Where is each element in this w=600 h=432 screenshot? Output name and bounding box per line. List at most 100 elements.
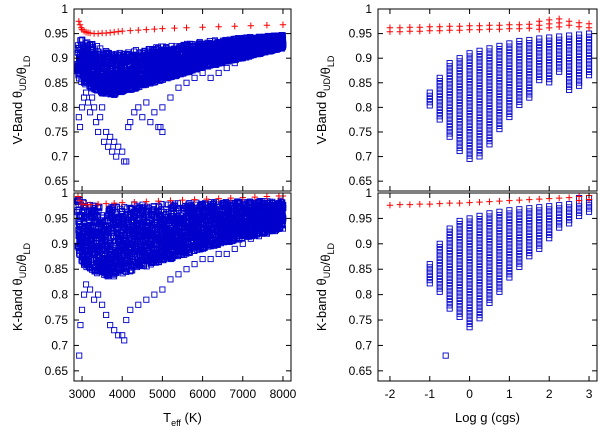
dwarf-marker: [506, 72, 513, 79]
dwarf-marker: [496, 94, 503, 101]
dwarf-marker: [436, 110, 443, 117]
dwarf-marker: [486, 134, 493, 142]
dwarf-marker: [506, 101, 513, 108]
dwarf-marker: [506, 97, 513, 105]
dwarf-marker: [436, 103, 443, 110]
dwarf-marker: [576, 63, 583, 70]
dwarf-marker: [546, 47, 553, 54]
dwarf-marker: [466, 104, 473, 111]
dwarf-marker: [476, 108, 483, 115]
dwarf-marker: [436, 90, 443, 97]
dwarf-marker: [456, 125, 463, 132]
dwarf-marker: [556, 33, 563, 40]
dwarf-marker: [476, 102, 483, 109]
dwarf-marker: [536, 57, 543, 64]
dwarf-marker: [546, 53, 553, 60]
dwarf-marker: [546, 34, 553, 41]
dwarf-marker: [526, 40, 533, 47]
giant-marker: [565, 22, 573, 29]
dwarf-marker: [546, 72, 553, 79]
series-dwarfs: [74, 31, 287, 165]
dwarf-marker: [456, 141, 463, 148]
dwarf-marker: [506, 43, 513, 50]
dwarf-marker: [95, 208, 102, 215]
giant-marker: [75, 18, 83, 25]
plot-area: [74, 18, 287, 165]
dwarf-marker: [585, 46, 593, 53]
giant-marker: [496, 26, 503, 33]
dwarf-marker: [466, 111, 473, 118]
dwarf-marker: [466, 88, 473, 95]
dwarf-marker: [476, 143, 483, 150]
dwarf-marker: [476, 79, 483, 86]
dwarf-marker: [97, 114, 104, 121]
dwarf-marker: [585, 56, 593, 63]
y-tick-label: 0.8: [355, 100, 372, 114]
dwarf-marker: [546, 50, 553, 57]
dwarf-marker: [446, 114, 453, 121]
dwarf-marker: [556, 36, 563, 43]
dwarf-marker: [566, 74, 573, 81]
dwarf-marker: [496, 42, 503, 49]
dwarf-marker: [496, 55, 503, 62]
dwarf-marker: [466, 114, 473, 121]
dwarf-marker: [566, 83, 573, 90]
dwarf-marker: [446, 88, 453, 95]
dwarf-marker: [516, 41, 523, 48]
dwarf-marker: [87, 109, 94, 116]
dwarf-marker: [585, 65, 593, 72]
dwarf-marker: [466, 53, 473, 60]
dwarf-marker: [566, 67, 573, 74]
dwarf-marker: [456, 112, 463, 119]
dwarf-marker: [476, 130, 483, 138]
dwarf-marker: [516, 73, 523, 80]
giant-marker: [526, 25, 533, 32]
dwarf-marker: [436, 78, 443, 85]
dwarf-marker: [576, 47, 583, 54]
dwarf-marker: [496, 97, 503, 104]
dwarf-marker: [436, 87, 443, 94]
dwarf-marker: [506, 94, 513, 101]
dwarf-marker: [159, 104, 166, 111]
giant-marker: [506, 25, 513, 32]
dwarf-marker: [496, 122, 503, 129]
dwarf-marker: [199, 69, 206, 76]
dwarf-marker: [456, 119, 463, 126]
dwarf-marker: [486, 115, 493, 122]
dwarf-marker: [127, 119, 134, 126]
dwarf-marker: [466, 69, 473, 76]
dwarf-marker: [486, 93, 493, 100]
dwarf-marker: [109, 148, 116, 155]
dwarf-marker: [476, 105, 483, 112]
dwarf-marker: [566, 38, 573, 46]
dwarf-marker: [101, 138, 108, 145]
dwarf-marker: [526, 43, 533, 50]
dwarf-marker: [446, 66, 453, 73]
y-axis-label: V-Band θUD/θLD: [10, 55, 32, 144]
dwarf-marker: [456, 106, 463, 113]
dwarf-marker: [536, 41, 543, 48]
giant-marker: [159, 25, 166, 32]
dwarf-marker: [446, 85, 453, 92]
dwarf-marker: [105, 143, 112, 150]
dwarf-marker: [456, 103, 463, 110]
dwarf-marker: [85, 99, 92, 106]
dwarf-marker: [516, 37, 523, 45]
dwarf-marker: [456, 147, 463, 155]
dwarf-marker: [103, 128, 110, 136]
dwarf-marker: [496, 106, 503, 113]
dwarf-marker: [139, 114, 146, 121]
dwarf-marker: [446, 63, 453, 70]
dwarf-marker: [456, 74, 463, 81]
dwarf-marker: [456, 80, 463, 87]
dwarf-marker: [496, 100, 503, 107]
dwarf-marker: [486, 58, 493, 65]
dwarf-marker: [556, 43, 563, 50]
dwarf-marker: [97, 45, 104, 52]
dwarf-marker: [506, 78, 513, 85]
dwarf-marker: [466, 72, 473, 79]
dwarf-marker: [576, 31, 583, 38]
dwarf-marker: [183, 79, 190, 86]
y-tick-label: 0.8: [51, 100, 68, 114]
